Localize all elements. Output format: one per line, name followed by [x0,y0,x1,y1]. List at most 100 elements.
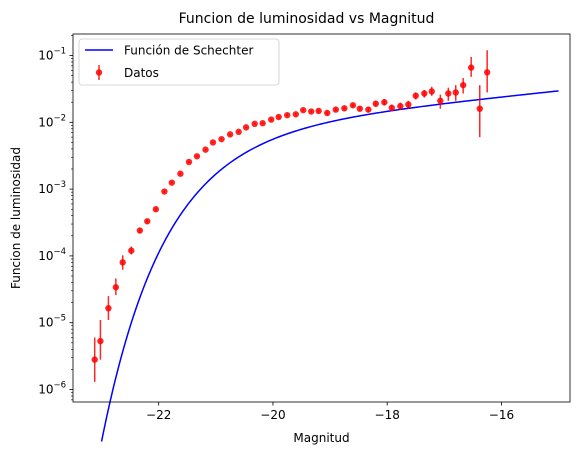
data-marker [97,337,104,345]
data-marker [308,108,315,115]
data-point [91,337,98,382]
y-tick-label: 10−6 [38,381,66,397]
data-point [284,111,291,119]
data-marker [112,284,120,291]
data-marker [268,116,275,123]
data-point [476,85,483,138]
data-marker [119,259,126,266]
data-marker [459,81,467,89]
data-point [185,158,193,166]
data-marker [483,69,491,76]
data-point [405,100,412,109]
data-point [144,218,151,225]
data-marker [381,99,388,106]
data-point [372,100,379,107]
data-marker [315,107,322,115]
data-marker [226,131,234,138]
data-marker [235,128,242,136]
data-marker [300,106,307,114]
data-marker [193,153,201,160]
data-marker [251,120,258,128]
data-point [136,227,144,234]
x-tick-label: −18 [375,408,400,422]
data-marker [421,90,428,97]
data-point [161,188,168,195]
data-marker [218,135,225,143]
data-point [483,50,491,93]
data-point [324,109,331,117]
data-marker [341,105,348,112]
data-point [452,85,459,101]
data-point [356,105,363,112]
data-point [341,105,348,112]
data-point [105,296,112,320]
data-marker [152,206,160,213]
legend: Función de Schechter Datos [78,38,280,86]
data-point [308,108,315,115]
data-point [275,113,282,121]
data-marker [185,158,193,166]
data-point [202,146,209,153]
data-marker [259,120,266,127]
data-marker [275,113,282,121]
data-point [218,135,225,143]
x-axis-label: Magnitud [293,431,349,445]
data-point [388,104,395,112]
data-point [459,78,467,94]
data-point [177,170,184,177]
data-marker [161,188,168,195]
data-marker [445,90,452,97]
data-marker [349,102,357,109]
data-point [397,102,404,110]
data-marker [324,109,331,117]
data-point [235,128,242,136]
data-marker [202,146,209,153]
data-point [251,120,258,128]
data-point [467,57,475,77]
data-point [119,255,126,270]
data-point [365,106,372,113]
data-marker [372,100,379,107]
axes-frame [72,33,571,403]
data-marker [428,88,435,95]
data-marker [437,97,444,104]
y-tick-label: 10−5 [38,314,66,330]
data-point [315,107,322,115]
data-point [97,319,104,360]
plot-area [91,50,559,442]
data-point [112,278,120,295]
data-marker [356,105,363,112]
data-point [209,139,217,146]
data-point [292,111,299,118]
data-marker [242,124,250,131]
data-marker [209,139,217,146]
data-point [412,92,419,100]
legend-label-schechter: Función de Schechter [124,44,253,58]
data-marker [397,102,404,110]
data-point [259,120,266,127]
data-point [242,124,250,131]
data-point [268,116,275,123]
data-marker [452,89,459,96]
data-point [300,106,307,114]
data-marker [91,356,98,363]
data-marker [412,92,419,99]
x-tick-label: −16 [489,408,514,422]
data-point [152,206,160,213]
data-marker [467,64,475,71]
data-marker [177,170,184,177]
data-point [381,99,388,106]
data-point [332,106,339,113]
data-marker [405,101,412,108]
y-tick-label: 10−1 [38,47,66,63]
chart-title: Funcion de luminosidad vs Magnitud [179,11,435,27]
y-tick-label: 10−2 [38,113,66,129]
legend-marker-swatch [95,69,103,76]
y-tick-label: 10−4 [38,247,66,263]
schechter-curve [100,90,559,442]
x-tick-label: −20 [260,408,285,422]
data-marker [476,105,483,112]
data-marker [128,247,135,254]
y-tick-label: 10−3 [38,180,66,196]
